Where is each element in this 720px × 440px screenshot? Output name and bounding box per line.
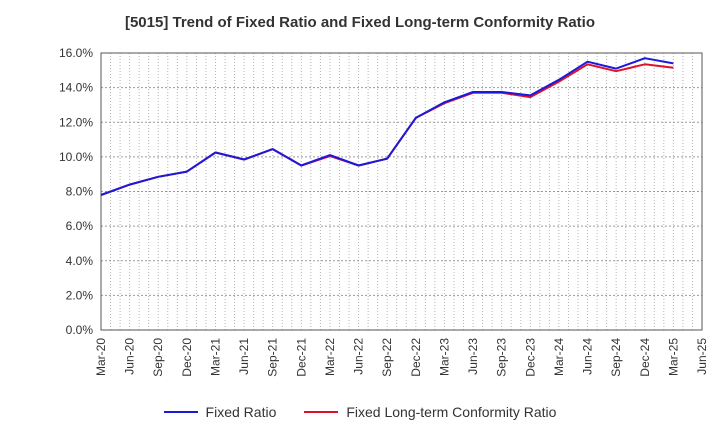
- x-tick-label: Jun-20: [123, 338, 137, 375]
- legend-swatch-fixed-ratio: [163, 411, 198, 413]
- y-tick-label: 16.0%: [59, 46, 93, 60]
- legend-label-fixed-ratio: Fixed Ratio: [205, 404, 277, 420]
- x-tick-label: Mar-24: [552, 338, 566, 376]
- x-tick-label: Jun-23: [466, 338, 480, 375]
- chart-title: [5015] Trend of Fixed Ratio and Fixed Lo…: [124, 14, 596, 31]
- y-tick-label: 6.0%: [66, 219, 94, 233]
- plot-frame: [100, 52, 703, 331]
- y-tick-label: 4.0%: [66, 254, 94, 268]
- x-tick-label: Sep-24: [609, 338, 623, 377]
- x-tick-label: Jun-21: [237, 338, 251, 375]
- x-tick-label: Mar-23: [437, 338, 451, 376]
- y-tick-label: 8.0%: [66, 185, 94, 199]
- x-tick-label: Mar-25: [666, 338, 680, 376]
- x-tick-label: Sep-23: [495, 338, 509, 377]
- x-tick-label: Mar-22: [323, 338, 337, 376]
- x-tick-label: Mar-20: [94, 338, 108, 376]
- x-tick-label: Dec-24: [638, 338, 652, 377]
- legend-item-fixed-long-term-conformity-ratio: Fixed Long-term Conformity Ratio: [304, 404, 556, 420]
- legend-label-fixed-long-term-conformity-ratio: Fixed Long-term Conformity Ratio: [346, 404, 557, 420]
- legend-item-fixed-ratio: Fixed Ratio: [163, 404, 277, 420]
- x-tick-label: Jun-22: [352, 338, 366, 375]
- legend: Fixed Ratio Fixed Long-term Conformity R…: [0, 404, 720, 420]
- y-tick-label: 10.0%: [59, 150, 93, 164]
- x-tick-label: Dec-22: [409, 338, 423, 377]
- y-tick-label: 14.0%: [59, 81, 93, 95]
- x-tick-label: Jun-24: [581, 338, 595, 375]
- x-tick-label: Dec-23: [523, 338, 537, 377]
- series-line-fixed-ratio: [100, 57, 674, 196]
- legend-swatch-fixed-long-term-conformity-ratio: [304, 411, 339, 413]
- x-tick-label: Dec-21: [294, 338, 308, 377]
- y-tick-label: 0.0%: [66, 323, 94, 337]
- x-tick-label: Sep-22: [380, 338, 394, 377]
- x-tick-label: Dec-20: [180, 338, 194, 377]
- x-tick-label: Sep-21: [266, 338, 280, 377]
- y-tick-label: 2.0%: [66, 288, 94, 302]
- y-tick-label: 12.0%: [59, 115, 93, 129]
- x-tick-label: Jun-25: [695, 338, 709, 375]
- x-tick-label: Mar-21: [208, 338, 222, 376]
- x-tick-label: Sep-20: [151, 338, 165, 377]
